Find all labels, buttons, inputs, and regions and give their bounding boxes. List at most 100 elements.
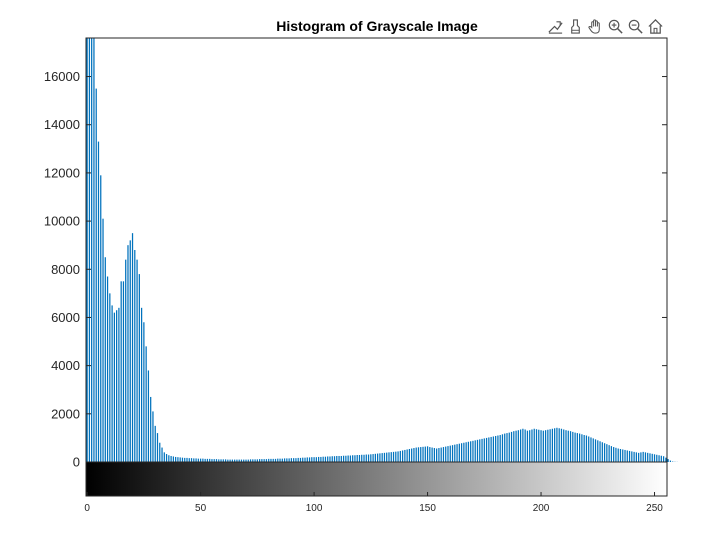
- histogram-bar: [180, 457, 181, 462]
- histogram-bar: [633, 452, 634, 462]
- histogram-bar: [141, 308, 142, 462]
- histogram-bar: [640, 452, 641, 462]
- histogram-bar: [334, 456, 335, 462]
- histogram-bar: [425, 447, 426, 462]
- histogram-bar: [463, 443, 464, 462]
- histogram-bar: [318, 457, 319, 462]
- histogram-bar: [456, 444, 457, 462]
- pan-hand-icon[interactable]: [586, 16, 604, 36]
- histogram-bar: [107, 277, 108, 463]
- histogram-bar: [198, 459, 199, 462]
- histogram-bar: [157, 433, 158, 462]
- histogram-bar: [139, 274, 140, 462]
- histogram-bar: [277, 459, 278, 462]
- histogram-bar: [661, 456, 662, 462]
- histogram-bar: [466, 442, 467, 462]
- histogram-bar: [302, 458, 303, 462]
- histogram-bar: [574, 433, 575, 462]
- histogram-bar: [668, 459, 669, 462]
- histogram-bar: [597, 440, 598, 462]
- histogram-bar: [105, 257, 106, 462]
- histogram-bar: [366, 455, 367, 462]
- zoom-out-icon[interactable]: [626, 16, 644, 36]
- x-tick-label: 100: [306, 503, 323, 514]
- histogram-bar: [572, 432, 573, 462]
- home-restore-icon[interactable]: [646, 16, 664, 36]
- data-tips-icon[interactable]: [546, 16, 564, 36]
- histogram-bar: [618, 449, 619, 462]
- brush-icon[interactable]: [566, 16, 584, 36]
- histogram-bar: [520, 429, 521, 462]
- histogram-bar: [490, 437, 491, 462]
- histogram-bar: [166, 454, 167, 462]
- histogram-bar: [511, 432, 512, 462]
- histogram-bar: [654, 454, 655, 462]
- histogram-bar: [536, 429, 537, 462]
- histogram-bar: [354, 455, 355, 462]
- histogram-bar: [352, 455, 353, 462]
- histogram-bar: [293, 458, 294, 462]
- histogram-bar: [130, 240, 131, 462]
- histogram-bar: [325, 457, 326, 462]
- histogram-bar: [186, 458, 187, 462]
- histogram-bar: [377, 454, 378, 462]
- histogram-bar: [529, 430, 530, 462]
- histogram-bar: [136, 260, 137, 462]
- histogram-bar: [384, 453, 385, 462]
- histogram-bar: [357, 455, 358, 462]
- histogram-bar: [159, 443, 160, 462]
- histogram-bar: [624, 450, 625, 462]
- histogram-bar: [484, 438, 485, 462]
- histogram-bar: [143, 322, 144, 462]
- histogram-bar: [146, 346, 147, 462]
- histogram-bar: [413, 448, 414, 462]
- histogram-bar: [525, 429, 526, 462]
- zoom-in-icon[interactable]: [606, 16, 624, 36]
- histogram-bar: [588, 436, 589, 462]
- histogram-bar: [123, 281, 124, 462]
- histogram-bar: [193, 458, 194, 462]
- histogram-bar: [604, 443, 605, 462]
- histogram-bar: [475, 440, 476, 462]
- histogram-bar: [286, 458, 287, 462]
- histogram-bar: [468, 442, 469, 462]
- histogram-bar: [382, 453, 383, 462]
- histogram-bar: [304, 458, 305, 462]
- histogram-bar: [441, 448, 442, 462]
- histogram-bar: [127, 245, 128, 462]
- histogram-bar: [613, 447, 614, 462]
- histogram-bar: [472, 441, 473, 462]
- histogram-bar: [155, 426, 156, 462]
- histogram-bar: [391, 452, 392, 462]
- histogram-bar: [479, 439, 480, 462]
- histogram-bar: [506, 433, 507, 462]
- histogram-bar: [527, 431, 528, 462]
- histogram-bar: [658, 455, 659, 462]
- histogram-bar: [418, 447, 419, 462]
- histogram-bar: [152, 411, 153, 462]
- histogram-bar: [343, 456, 344, 462]
- histogram-bar: [477, 440, 478, 462]
- histogram-bar: [118, 308, 119, 462]
- x-tick-label: 200: [533, 503, 550, 514]
- histogram-bar: [402, 450, 403, 462]
- histogram-bar: [109, 293, 110, 462]
- histogram-bar: [627, 450, 628, 462]
- histogram-bar: [450, 446, 451, 462]
- histogram-bar: [100, 175, 101, 462]
- histogram-bar: [609, 445, 610, 462]
- histogram-bar: [93, 38, 94, 462]
- histogram-bar: [631, 451, 632, 462]
- histogram-bar: [454, 445, 455, 462]
- histogram-bar: [649, 453, 650, 462]
- plot-area: [86, 38, 667, 462]
- histogram-bar: [636, 452, 637, 462]
- histogram-bar: [102, 219, 103, 462]
- histogram-bar: [114, 313, 115, 462]
- histogram-bar: [427, 446, 428, 462]
- histogram-bar: [379, 453, 380, 462]
- histogram-bar: [602, 442, 603, 462]
- histogram-bar: [189, 458, 190, 462]
